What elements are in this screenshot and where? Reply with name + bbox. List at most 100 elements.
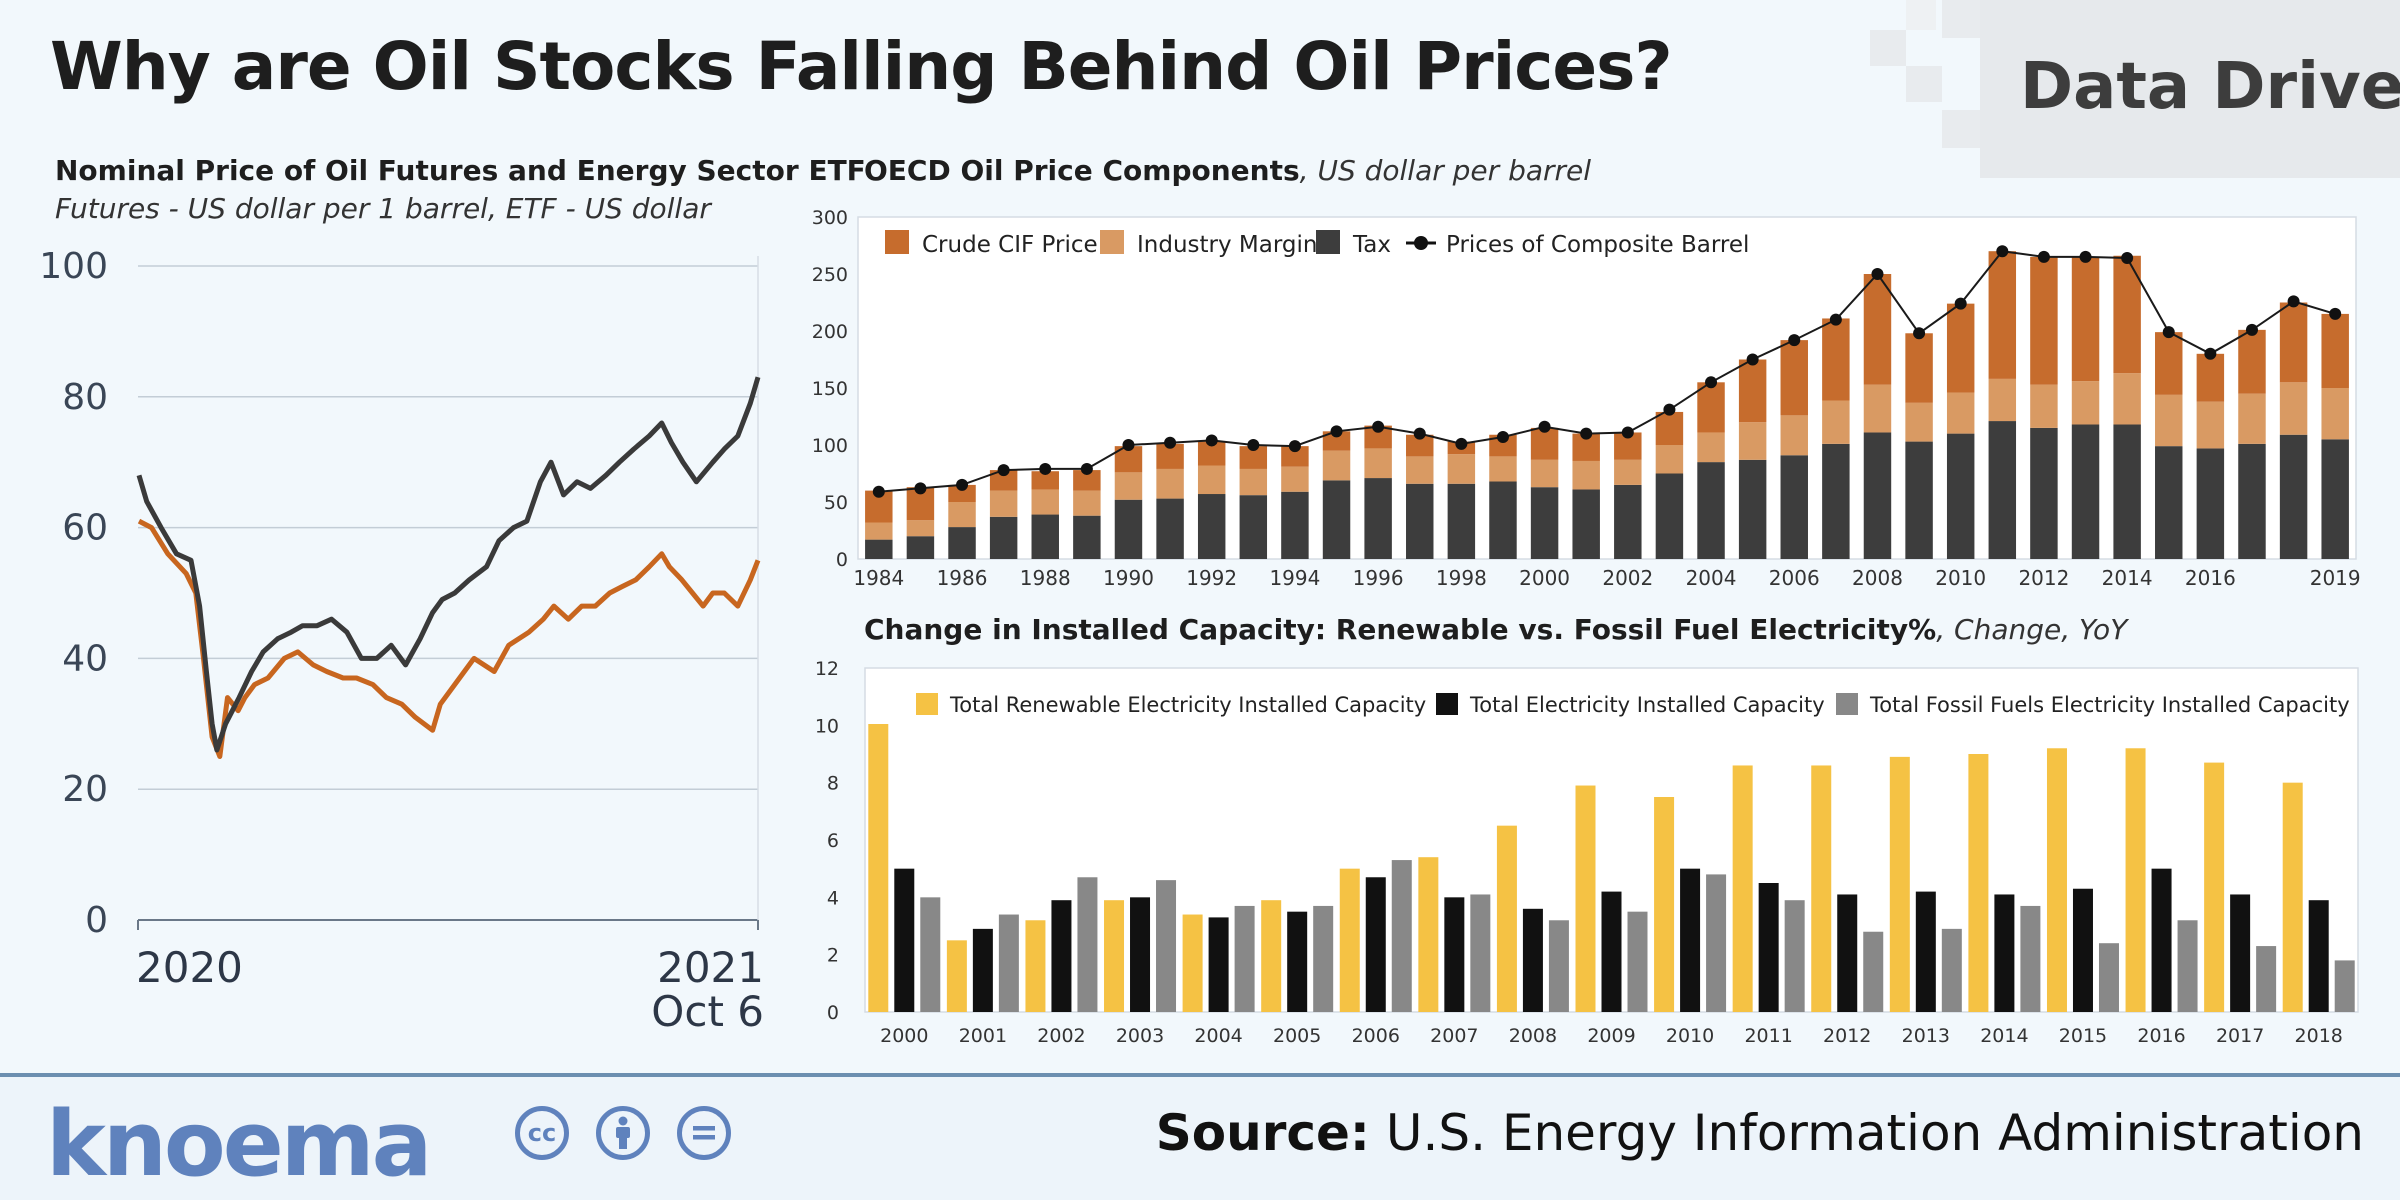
composite-point — [914, 482, 927, 495]
x-tick-label: 2000 — [1519, 566, 1570, 590]
x-tick-label: 2011 — [1744, 1025, 1792, 1047]
bar-segment-crude — [1738, 359, 1767, 423]
bar-renewable — [1339, 868, 1360, 1012]
bar-total — [2308, 900, 2329, 1012]
bar-segment-tax — [989, 516, 1018, 559]
x-tick-label: 2007 — [1430, 1025, 1478, 1047]
y-tick-label: 10 — [815, 715, 839, 737]
knoema-logo[interactable]: knoema — [46, 1092, 432, 1197]
bar-total — [1130, 897, 1151, 1012]
bar-segment-margin — [1322, 450, 1351, 481]
bar-segment-tax — [1114, 499, 1143, 559]
bar-segment-margin — [1530, 459, 1559, 488]
bar-segment-tax — [1197, 494, 1226, 559]
x-tick-label: 2006 — [1769, 566, 1820, 590]
x-tick-label: 2020 — [136, 943, 243, 992]
bar-total — [1915, 891, 1936, 1012]
bar-total — [1444, 897, 1465, 1012]
bar-segment-margin — [1364, 448, 1392, 479]
page-title: Why are Oil Stocks Falling Behind Oil Pr… — [50, 28, 1673, 105]
bar-segment-margin — [1197, 465, 1226, 495]
x-tick-label: 2012 — [1823, 1025, 1871, 1047]
y-tick-label: 300 — [812, 207, 848, 229]
x-tick-label: 2003 — [1116, 1025, 1164, 1047]
legend-bg — [867, 686, 2356, 724]
bar-segment-margin — [989, 490, 1018, 517]
bar-segment-tax — [1780, 455, 1808, 559]
legend-swatch — [1836, 693, 1858, 715]
series-line-0 — [137, 518, 761, 759]
composite-point — [1330, 425, 1343, 438]
x-tick-label: 2016 — [2137, 1025, 2185, 1047]
bar-segment-crude — [1281, 446, 1309, 467]
bar-segment-margin — [1031, 489, 1059, 515]
composite-point — [1621, 426, 1634, 439]
bar-segment-crude — [1780, 340, 1808, 416]
bar-segment-tax — [2196, 448, 2225, 559]
bar-segment-tax — [1530, 487, 1559, 559]
y-tick-label: 50 — [824, 492, 848, 514]
composite-point — [1829, 313, 1842, 326]
bar-renewable — [1261, 900, 1282, 1012]
bar-total — [894, 868, 915, 1012]
bar-segment-tax — [906, 536, 935, 559]
bar-segment-margin — [1572, 460, 1600, 490]
bar-segment-tax — [2113, 424, 2141, 559]
bar-segment-tax — [1031, 514, 1059, 559]
bar-renewable — [1182, 914, 1203, 1012]
bar-segment-crude — [2321, 313, 2349, 388]
composite-point — [2121, 252, 2134, 265]
bar-segment-tax — [2321, 439, 2349, 559]
bar-fossil — [1941, 928, 1962, 1012]
bar-renewable — [1496, 825, 1517, 1012]
bar-total — [1287, 911, 1308, 1012]
legend-swatch — [916, 693, 938, 715]
y-tick-label: 200 — [812, 321, 848, 343]
composite-point — [1247, 439, 1260, 451]
bar-segment-margin — [1447, 454, 1476, 484]
bar-segment-tax — [1406, 483, 1434, 559]
bar-segment-tax — [1156, 498, 1184, 559]
legend-marker — [1414, 236, 1428, 250]
bar-segment-crude — [1406, 434, 1434, 457]
composite-point — [1455, 437, 1468, 450]
x-tick-label: 2004 — [1686, 566, 1737, 590]
bar-segment-margin — [1406, 456, 1434, 484]
bar-segment-margin — [2279, 382, 2308, 435]
y-tick-label: 12 — [815, 658, 839, 680]
chart2-heading: OECD Oil Price Components, US dollar per… — [864, 154, 1592, 187]
composite-point — [1871, 268, 1884, 280]
bar-segment-margin — [2030, 384, 2058, 428]
y-tick-label: 8 — [827, 773, 839, 795]
bar-segment-tax — [1073, 515, 1101, 559]
bar-segment-margin — [1822, 400, 1850, 444]
bar-segment-crude — [1822, 318, 1850, 401]
bar-segment-margin — [906, 520, 935, 537]
bar-fossil — [1156, 880, 1177, 1012]
source-text: Source: U.S. Energy Information Administ… — [1155, 1104, 2364, 1162]
x-tick-label: 2005 — [1273, 1025, 1321, 1047]
x-tick-label: 1986 — [937, 566, 988, 590]
bar-segment-margin — [1489, 456, 1517, 482]
bar-segment-crude — [1905, 333, 1933, 403]
bar-total — [1680, 868, 1701, 1012]
x-tick-label: 2010 — [1666, 1025, 1714, 1047]
bar-segment-margin — [1697, 432, 1725, 463]
bar-fossil — [1313, 905, 1334, 1012]
bar-renewable — [1732, 765, 1753, 1012]
bar-segment-tax — [1697, 462, 1725, 559]
composite-point — [2204, 347, 2217, 360]
bar-segment-margin — [1614, 459, 1642, 485]
composite-point — [1039, 462, 1052, 475]
bar-renewable — [2282, 782, 2303, 1012]
bar-segment-margin — [1655, 445, 1684, 474]
x-tick-label: 2001 — [959, 1025, 1007, 1047]
bar-renewable — [1418, 857, 1439, 1012]
bar-segment-crude — [1697, 382, 1725, 433]
composite-point — [1288, 440, 1301, 453]
x-tick-label: 2017 — [2216, 1025, 2264, 1047]
chart2-title: OECD Oil Price Components — [864, 154, 1300, 187]
x-tick-label: 1988 — [1020, 566, 1071, 590]
bar-segment-margin — [865, 522, 893, 540]
bar-segment-tax — [1281, 491, 1309, 559]
